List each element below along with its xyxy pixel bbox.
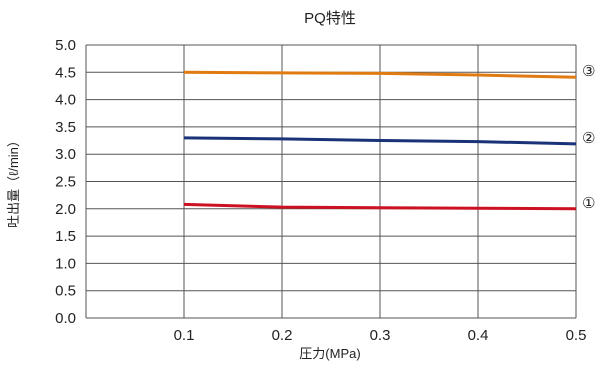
y-tick-label: 2.5 (55, 174, 76, 191)
y-tick-label: 1.0 (55, 255, 76, 272)
y-tick-label: 3.5 (55, 119, 76, 136)
x-tick-label: 0.1 (174, 327, 195, 344)
series-label-1: ① (582, 195, 595, 212)
x-tick-label: 0.4 (468, 327, 489, 344)
y-axis-label: 吐出量（ℓ/min） (6, 134, 21, 228)
y-tick-label: 4.0 (55, 92, 76, 109)
y-tick-label: 4.5 (55, 64, 76, 81)
series-line-1 (183, 202, 577, 211)
x-tick-label: 0.2 (272, 327, 293, 344)
series-line-3 (183, 70, 577, 79)
x-tick-label: 0.5 (566, 327, 587, 344)
y-tick-label: 5.0 (55, 37, 76, 54)
y-tick-label: 0.5 (55, 283, 76, 300)
y-tick-label: 1.5 (55, 228, 76, 245)
x-tick-label: 0.3 (370, 327, 391, 344)
y-tick-label: 0.0 (55, 310, 76, 327)
series-label-2: ② (582, 130, 595, 147)
series-label-3: ③ (582, 63, 595, 80)
y-tick-label: 2.0 (55, 201, 76, 218)
x-axis-label: 圧力(MPa) (299, 346, 360, 361)
y-tick-label: 3.0 (55, 146, 76, 163)
series-line-2 (183, 136, 577, 146)
chart-title: PQ特性 (304, 10, 356, 27)
